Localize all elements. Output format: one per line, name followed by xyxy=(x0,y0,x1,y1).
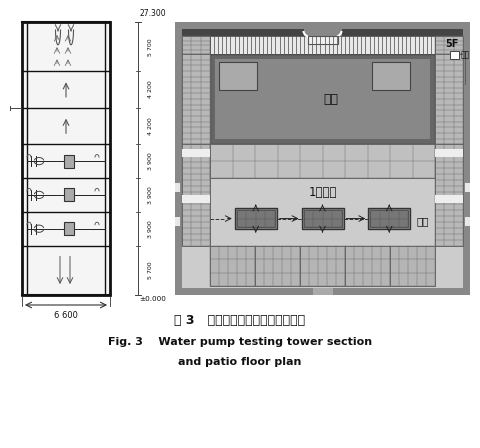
Bar xyxy=(175,217,180,226)
Bar xyxy=(215,59,430,139)
Text: 3 900: 3 900 xyxy=(147,152,153,170)
Bar xyxy=(210,36,435,54)
Bar xyxy=(182,149,210,157)
Bar xyxy=(182,144,210,246)
Bar xyxy=(255,246,300,286)
Bar xyxy=(182,195,210,203)
Bar xyxy=(64,189,74,201)
Bar xyxy=(435,144,463,246)
Bar xyxy=(370,211,408,227)
Bar xyxy=(22,22,110,295)
Bar xyxy=(182,29,463,288)
Bar xyxy=(175,22,470,295)
Text: 6 600: 6 600 xyxy=(54,311,78,320)
Bar xyxy=(235,208,277,228)
Text: 4 200: 4 200 xyxy=(147,81,153,99)
Bar xyxy=(210,246,255,286)
Bar xyxy=(64,155,74,168)
Text: 風塔: 風塔 xyxy=(461,51,470,60)
Text: and patio floor plan: and patio floor plan xyxy=(178,357,302,367)
Bar xyxy=(465,217,470,226)
Text: 天井: 天井 xyxy=(323,93,338,106)
Bar xyxy=(372,62,410,90)
Bar xyxy=(219,62,257,90)
Bar xyxy=(64,222,74,235)
Bar xyxy=(435,195,463,203)
Text: 3 900: 3 900 xyxy=(147,186,153,204)
Bar xyxy=(210,144,435,178)
Text: 图 3   水泵测试塔剖面图和天井平面: 图 3 水泵测试塔剖面图和天井平面 xyxy=(174,314,306,327)
Text: Fig. 3    Water pump testing tower section: Fig. 3 Water pump testing tower section xyxy=(108,337,372,347)
Bar xyxy=(303,211,341,227)
Bar xyxy=(175,183,180,192)
Bar xyxy=(237,211,275,227)
Text: 5 700: 5 700 xyxy=(147,262,153,279)
Bar xyxy=(312,288,333,295)
Bar xyxy=(345,246,390,286)
Text: 5 700: 5 700 xyxy=(147,38,153,56)
Bar xyxy=(435,36,463,54)
Text: 27.300: 27.300 xyxy=(140,9,167,18)
Bar xyxy=(182,54,210,144)
Bar xyxy=(435,149,463,157)
Bar xyxy=(303,29,341,36)
Bar xyxy=(182,29,463,36)
Text: ±0.000: ±0.000 xyxy=(139,296,166,302)
Bar xyxy=(390,246,435,286)
Bar xyxy=(435,54,463,144)
Text: 天井: 天井 xyxy=(416,216,429,227)
Bar xyxy=(450,51,459,59)
Bar xyxy=(465,183,470,192)
Bar xyxy=(300,246,345,286)
Text: 1号厂房: 1号厂房 xyxy=(308,186,337,199)
Text: 5F: 5F xyxy=(445,39,459,49)
Bar xyxy=(210,54,435,144)
Bar xyxy=(301,208,344,228)
Text: 4 200: 4 200 xyxy=(147,117,153,135)
Bar xyxy=(368,208,410,228)
Bar xyxy=(182,36,210,54)
Text: 3 900: 3 900 xyxy=(147,220,153,237)
Bar xyxy=(308,36,337,44)
